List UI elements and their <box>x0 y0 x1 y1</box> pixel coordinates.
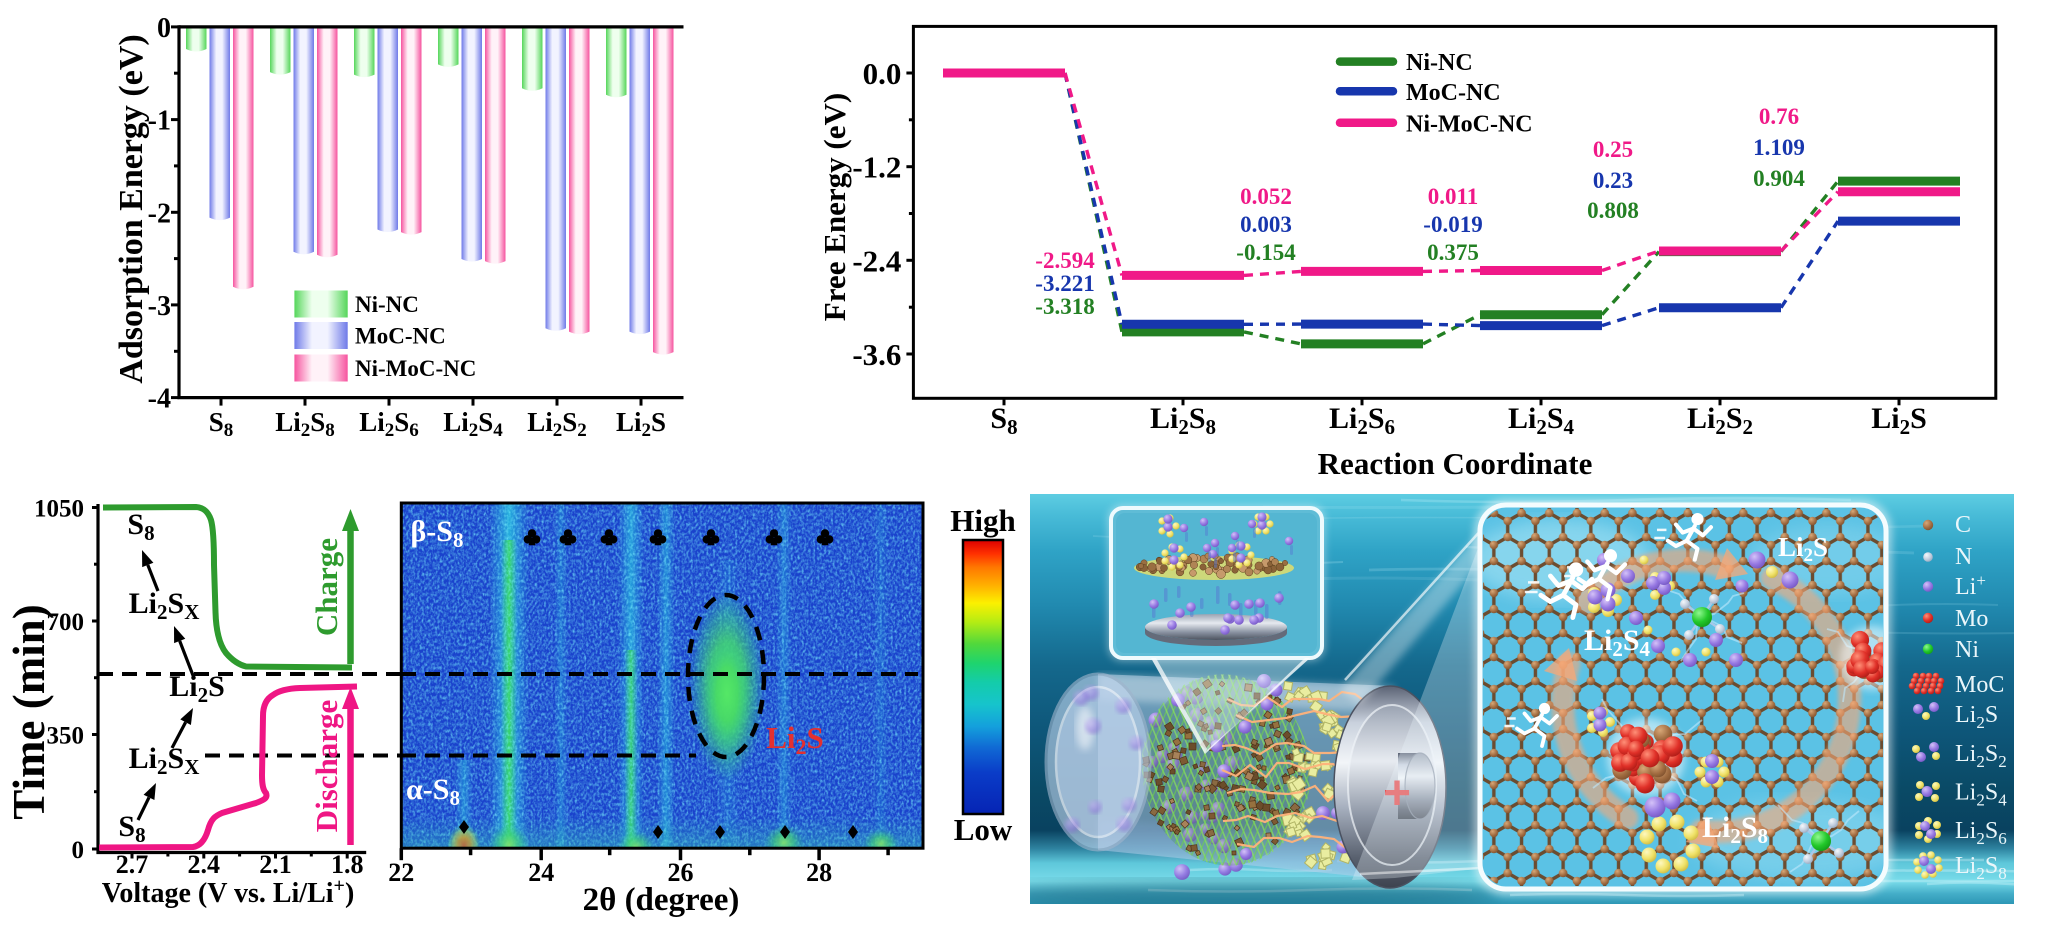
svg-text:0.904: 0.904 <box>1753 166 1805 191</box>
svg-text:-1.2: -1.2 <box>852 150 901 185</box>
svg-text:26: 26 <box>668 858 694 887</box>
svg-text:0.011: 0.011 <box>1428 184 1478 209</box>
svg-text:Ni-MoC-NC: Ni-MoC-NC <box>355 356 476 381</box>
svg-text:S8: S8 <box>990 402 1017 439</box>
svg-text:Li2S: Li2S <box>616 407 666 441</box>
svg-text:C: C <box>1955 512 1971 538</box>
svg-text:Adsorption Energy (eV): Adsorption Energy (eV) <box>113 34 150 383</box>
svg-text:-0.154: -0.154 <box>1236 240 1296 265</box>
svg-text:-2: -2 <box>148 198 171 229</box>
svg-text:Li2SX: Li2SX <box>129 742 200 779</box>
svg-text:Li2S: Li2S <box>169 670 225 707</box>
svg-text:Low: Low <box>954 812 1013 847</box>
svg-text:Li2S2: Li2S2 <box>527 407 587 441</box>
svg-text:MoC: MoC <box>1955 672 2004 698</box>
svg-text:-2.594: -2.594 <box>1035 248 1095 273</box>
svg-text:Mo: Mo <box>1955 606 1988 632</box>
svg-text:α-S8: α-S8 <box>406 773 460 810</box>
svg-text:-4: -4 <box>148 384 171 415</box>
svg-text:S8: S8 <box>127 508 154 545</box>
svg-text:Discharge: Discharge <box>309 700 344 833</box>
svg-text:-0.019: -0.019 <box>1423 212 1482 237</box>
svg-text:High: High <box>950 503 1015 538</box>
svg-text:700: 700 <box>47 609 85 636</box>
svg-text:-3: -3 <box>148 291 171 322</box>
svg-text:Ni: Ni <box>1955 637 1979 663</box>
svg-text:MoC-NC: MoC-NC <box>355 324 446 349</box>
svg-text:Li2S6: Li2S6 <box>359 407 419 441</box>
svg-text:28: 28 <box>806 858 832 887</box>
svg-text:0.76: 0.76 <box>1759 104 1799 129</box>
svg-text:2.1: 2.1 <box>259 850 292 879</box>
svg-text:Li2SX: Li2SX <box>129 587 200 624</box>
svg-text:-3.318: -3.318 <box>1035 294 1094 319</box>
svg-text:2.7: 2.7 <box>116 850 149 879</box>
svg-text:-2.4: -2.4 <box>852 243 901 278</box>
svg-text:0: 0 <box>72 837 85 864</box>
svg-text:β-S8: β-S8 <box>411 515 464 552</box>
svg-text:24: 24 <box>528 858 554 887</box>
svg-text:Li2S8: Li2S8 <box>1150 402 1216 439</box>
svg-text:1050: 1050 <box>34 496 84 523</box>
svg-text:S8: S8 <box>118 810 145 847</box>
svg-text:MoC-NC: MoC-NC <box>1406 80 1501 106</box>
svg-text:Voltage (V vs. Li/Li+): Voltage (V vs. Li/Li+) <box>102 875 355 909</box>
svg-text:S8: S8 <box>209 407 234 441</box>
svg-text:Li2S: Li2S <box>766 720 824 759</box>
svg-text:Li2S8: Li2S8 <box>275 407 335 441</box>
svg-text:Li2S6: Li2S6 <box>1329 402 1395 439</box>
svg-text:2θ (degree): 2θ (degree) <box>583 882 740 918</box>
svg-text:0.808: 0.808 <box>1587 198 1639 223</box>
svg-text:Li2S4: Li2S4 <box>1584 624 1651 661</box>
svg-text:Free Energy (eV): Free Energy (eV) <box>817 93 852 321</box>
svg-text:N: N <box>1955 544 1972 570</box>
svg-text:Reaction Coordinate: Reaction Coordinate <box>1318 446 1593 481</box>
svg-text:-1: -1 <box>148 106 171 137</box>
svg-text:Li2S: Li2S <box>1778 532 1828 566</box>
svg-text:0.0: 0.0 <box>863 56 902 91</box>
svg-text:+: + <box>1383 767 1411 820</box>
svg-text:Li2S4: Li2S4 <box>1508 402 1575 439</box>
svg-text:Li2S8: Li2S8 <box>1702 811 1768 848</box>
svg-text:Charge: Charge <box>309 538 344 636</box>
svg-text:-3.221: -3.221 <box>1035 271 1094 296</box>
svg-text:Ni-NC: Ni-NC <box>1406 50 1473 76</box>
svg-text:Li2S: Li2S <box>1871 402 1927 439</box>
svg-text:1.109: 1.109 <box>1753 135 1805 160</box>
svg-text:0.375: 0.375 <box>1427 240 1479 265</box>
svg-text:0.003: 0.003 <box>1240 212 1292 237</box>
svg-text:-3.6: -3.6 <box>852 337 901 372</box>
svg-text:22: 22 <box>388 858 414 887</box>
svg-text:0.25: 0.25 <box>1593 137 1633 162</box>
svg-text:Ni-MoC-NC: Ni-MoC-NC <box>1406 111 1533 137</box>
svg-text:0.23: 0.23 <box>1593 168 1633 193</box>
svg-text:1.8: 1.8 <box>331 850 364 879</box>
svg-text:2.4: 2.4 <box>188 850 221 879</box>
svg-text:0.052: 0.052 <box>1240 184 1292 209</box>
svg-text:Li+: Li+ <box>1955 571 1986 600</box>
svg-text:350: 350 <box>47 723 85 750</box>
svg-text:Ni-NC: Ni-NC <box>355 292 419 317</box>
svg-text:Li2S2: Li2S2 <box>1687 402 1753 439</box>
svg-text:Li2S4: Li2S4 <box>443 407 503 441</box>
svg-text:Time (min): Time (min) <box>4 604 54 819</box>
svg-text:0: 0 <box>157 13 171 44</box>
